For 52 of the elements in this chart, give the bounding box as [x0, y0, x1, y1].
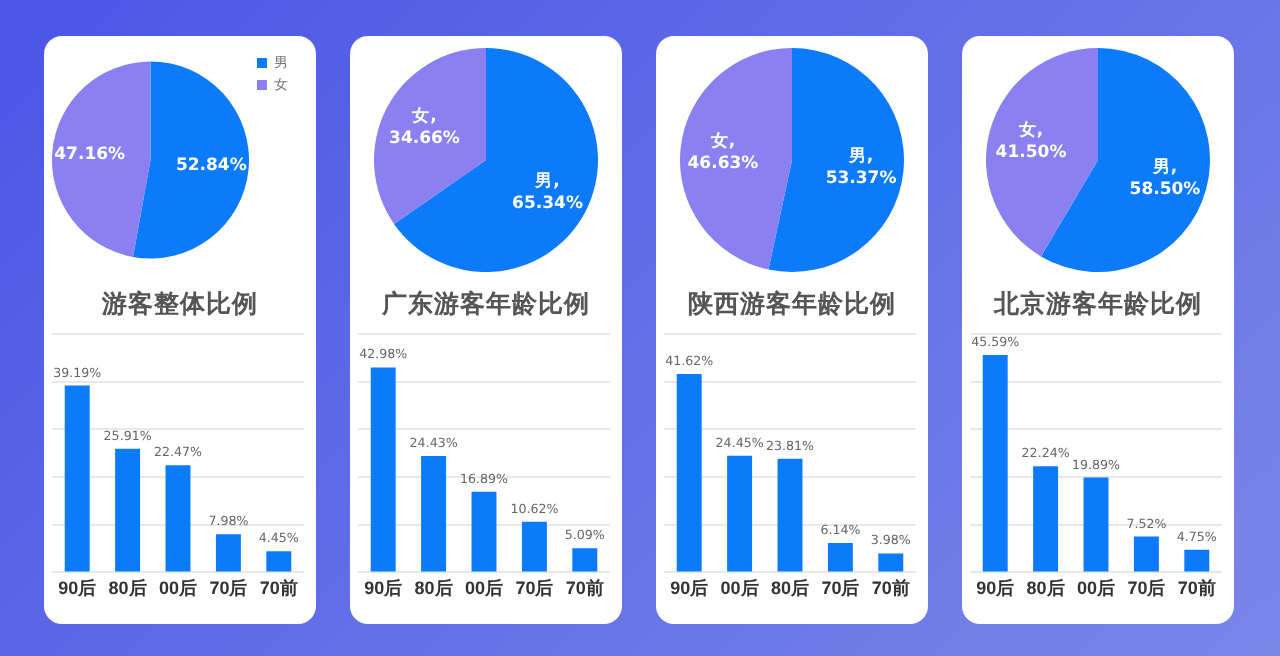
- bar: [1133, 536, 1159, 572]
- x-tick-label: 80后: [770, 578, 810, 599]
- x-tick-label: 00后: [464, 578, 504, 599]
- chart-title: 广东游客年龄比例: [380, 288, 592, 322]
- bar: [777, 458, 803, 572]
- x-tick-label: 90后: [58, 578, 97, 599]
- bar: [266, 551, 292, 572]
- slice-label: 男, 53.37%: [825, 144, 898, 189]
- x-tick-label: 80后: [108, 578, 147, 599]
- x-tick-label: 80后: [1026, 578, 1065, 599]
- bar: [727, 455, 753, 572]
- bar: [165, 465, 191, 572]
- chart-title: 北京游客年龄比例: [991, 288, 1204, 322]
- slice-label: 女, 34.66%: [389, 105, 461, 150]
- bar: [1184, 549, 1210, 572]
- bar: [370, 367, 396, 572]
- x-tick-label: 70前: [871, 578, 910, 599]
- bar: [878, 553, 904, 572]
- x-tick-label: 90后: [976, 578, 1015, 599]
- bar: [215, 534, 241, 572]
- x-tick-label: 00后: [158, 578, 198, 599]
- bar: [572, 548, 598, 572]
- x-tick-label: 90后: [670, 578, 709, 599]
- bar: [982, 355, 1008, 572]
- bar: [676, 373, 702, 572]
- bar: [421, 455, 447, 572]
- x-tick-label: 90后: [364, 578, 403, 599]
- x-tick-label: 70前: [565, 578, 604, 599]
- bar: [471, 491, 497, 572]
- bar: [1033, 466, 1059, 572]
- bar: [521, 521, 547, 572]
- x-tick-label: 70后: [821, 578, 860, 599]
- bar: [1083, 477, 1109, 572]
- bar: [827, 543, 853, 572]
- slice-label: 男, 65.34%: [512, 169, 584, 214]
- x-tick-label: 70后: [515, 578, 554, 599]
- bar: [64, 385, 90, 572]
- bar: [115, 448, 141, 572]
- chart-title: 游客整体比例: [100, 288, 260, 322]
- x-tick-label: 80后: [414, 578, 453, 599]
- slice-label: 女, 41.50%: [995, 119, 1068, 164]
- x-tick-label: 70后: [209, 578, 248, 599]
- slice-label: 女, 46.63%: [687, 130, 760, 175]
- chart-title: 陕西游客年龄比例: [686, 288, 898, 322]
- slice-label: 男, 58.50%: [1129, 155, 1202, 200]
- x-tick-label: 00后: [720, 578, 759, 599]
- x-tick-label: 70前: [259, 578, 298, 599]
- data-label: 47.16%: [54, 144, 127, 165]
- x-tick-label: 00后: [1076, 578, 1116, 599]
- x-tick-label: 70后: [1127, 578, 1166, 599]
- data-label: 52.84%: [175, 155, 248, 176]
- x-tick-label: 70前: [1177, 578, 1216, 599]
